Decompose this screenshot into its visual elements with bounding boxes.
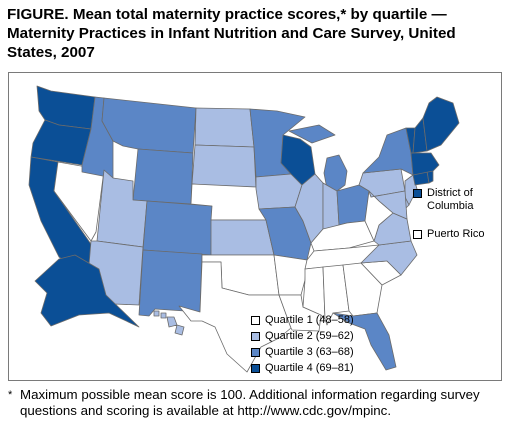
legend-dc-swatch — [413, 189, 422, 198]
state-ar — [273, 254, 308, 296]
footnote-mark: * — [8, 389, 13, 401]
state-fl — [332, 312, 397, 371]
legend-label-2: Quartile 2 (59–62) — [265, 330, 354, 342]
state-ma — [410, 152, 440, 176]
legend-pr-label: Puerto Rico — [427, 228, 485, 240]
legend-dc: District of Columbia — [413, 187, 495, 213]
state-hi — [153, 310, 185, 336]
legend-label-4: Quartile 4 (69–81) — [265, 362, 354, 374]
legend-quartile-2: Quartile 2 (59–62) — [251, 330, 354, 343]
legend-swatch-1 — [251, 316, 260, 325]
us-state-map — [28, 85, 460, 373]
state-me — [422, 96, 460, 152]
legend-swatch-4 — [251, 364, 260, 373]
state-mi — [288, 124, 348, 192]
legend-swatch-3 — [251, 348, 260, 357]
state-mt — [101, 97, 197, 154]
figure-title: FIGURE. Mean total maternity practice sc… — [7, 6, 456, 61]
state-co — [142, 200, 213, 256]
legend-pr: Puerto Rico — [413, 228, 484, 241]
state-ny — [362, 127, 414, 176]
legend-swatch-2 — [251, 332, 260, 341]
state-nd — [194, 107, 255, 148]
state-oh — [336, 184, 370, 226]
footnote-text: Maximum possible mean score is 100. Addi… — [20, 387, 480, 418]
legend-quartile-3: Quartile 3 (63–68) — [251, 346, 354, 359]
state-la — [278, 294, 322, 332]
state-tx — [178, 261, 292, 373]
legend-dc-label: District of Columbia — [427, 187, 474, 212]
footnote: * Maximum possible mean score is 100. Ad… — [8, 387, 506, 419]
state-md — [368, 190, 408, 220]
legend-quartile-4: Quartile 4 (69–81) — [251, 362, 354, 375]
legend-pr-swatch — [413, 230, 422, 239]
state-wy — [132, 148, 194, 205]
map-frame: District of Columbia Puerto Rico Quartil… — [8, 72, 502, 381]
legend-quartile-1: Quartile 1 (48–58) — [251, 314, 354, 327]
legend-label-3: Quartile 3 (63–68) — [265, 346, 354, 358]
state-ak — [34, 254, 140, 328]
state-sd — [191, 144, 257, 190]
state-ks — [210, 219, 275, 256]
state-ia — [255, 173, 303, 210]
state-nm — [138, 249, 203, 317]
legend-label-1: Quartile 1 (48–58) — [265, 314, 354, 326]
